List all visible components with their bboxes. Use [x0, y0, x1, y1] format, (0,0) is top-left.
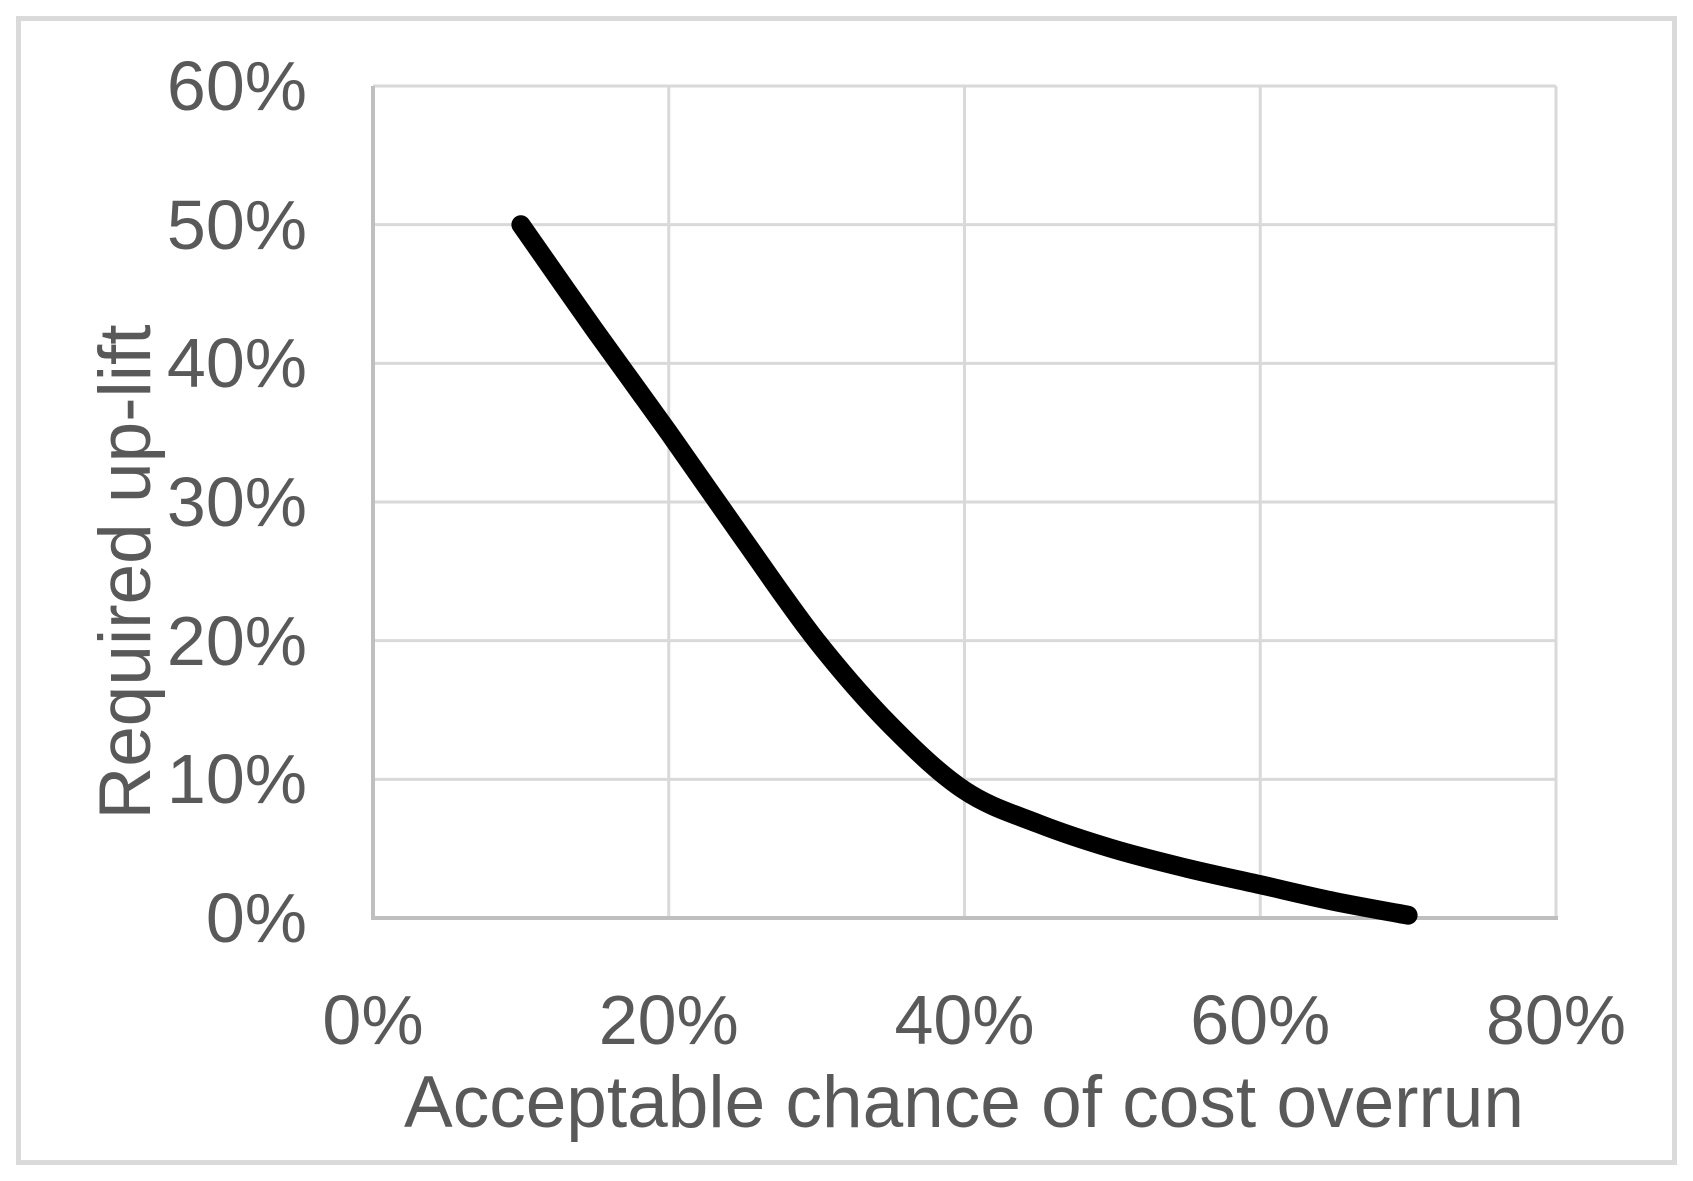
data-series-curve: [511, 215, 1418, 925]
y-tick-label: 50%: [166, 185, 307, 264]
y-tick-label: 40%: [166, 324, 307, 403]
y-tick-label: 30%: [166, 463, 307, 541]
x-axis-title: Acceptable chance of cost overrun: [404, 1062, 1524, 1143]
y-tick-label: 0%: [205, 879, 307, 957]
y-tick-label: 20%: [166, 601, 307, 680]
y-tick-label: 60%: [166, 47, 307, 125]
y-tick-label: 10%: [166, 740, 307, 819]
x-tick-label: 20%: [598, 981, 739, 1059]
y-axis-title: Required up-lift: [85, 324, 166, 820]
x-tick-label: 60%: [1190, 981, 1331, 1059]
x-tick-label: 0%: [322, 981, 424, 1059]
x-tick-label: 40%: [894, 981, 1035, 1059]
chart-frame-border: [16, 16, 1677, 1165]
x-tick-label: 80%: [1485, 981, 1627, 1059]
